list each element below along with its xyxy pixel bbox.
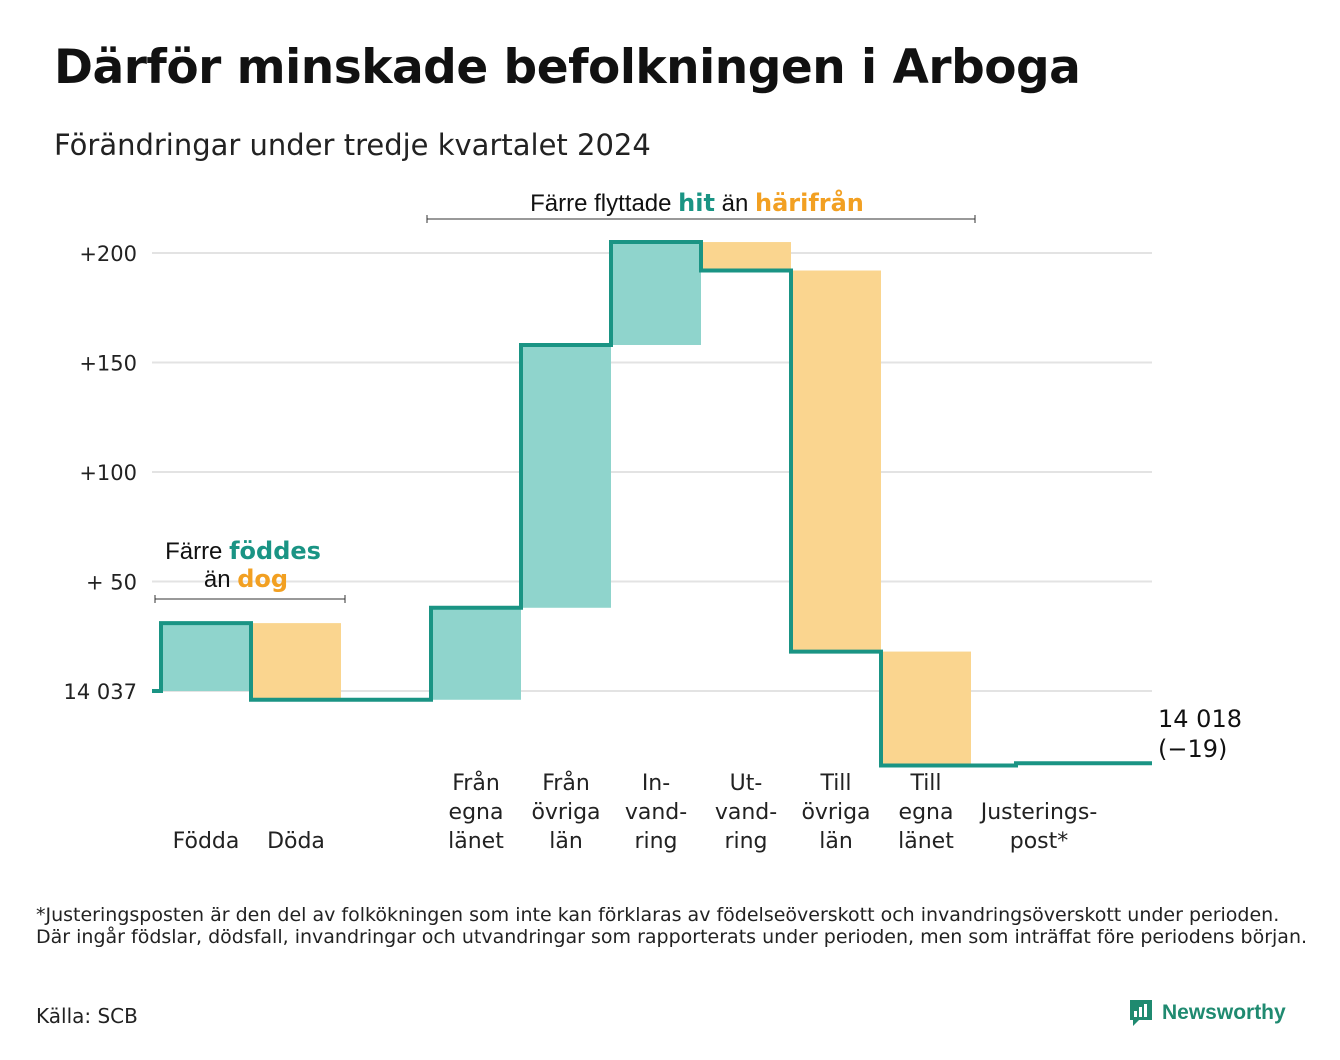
- migration-annotation-prefix: Färre flyttade: [530, 190, 678, 217]
- y-axis-ticks: 14 037 + 50 +100 +150 +200: [64, 242, 137, 704]
- y-tick-label: + 50: [86, 571, 137, 595]
- y-tick-label: +150: [79, 352, 137, 376]
- births-annotation-word-out: dog: [237, 565, 288, 593]
- migration-annotation-text: Färre flyttade hit än härifrån: [530, 188, 864, 217]
- bar-från-egna-länet: [431, 607, 521, 700]
- migration-annotation-than: än: [715, 190, 755, 217]
- category-label: In-vand-ring: [625, 771, 687, 854]
- category-label: Justerings-post*: [979, 800, 1098, 854]
- source-label: Källa: SCB: [36, 1004, 138, 1028]
- bar-ut-vand-ring: [701, 242, 791, 271]
- births-annotation-prefix: Färre: [165, 538, 229, 565]
- bars: [161, 242, 971, 766]
- bar-in-vand-ring: [611, 242, 701, 345]
- category-label: Döda: [267, 829, 325, 854]
- chart-title: Därför minskade befolkningen i Arboga: [54, 40, 1081, 95]
- bar-till-övriga-län: [791, 270, 881, 652]
- category-label: Till övriga län: [801, 771, 870, 854]
- bar-födda: [161, 623, 251, 691]
- category-label: Från egna länet: [448, 770, 504, 854]
- migration-annotation: Färre flyttade hit än härifrån: [426, 188, 976, 223]
- bar-döda: [251, 623, 341, 700]
- bar-från-övriga-län: [521, 344, 611, 608]
- births-annotation: Färre föddes än dog: [154, 537, 346, 603]
- brand: Newsworthy: [1128, 998, 1286, 1028]
- births-annotation-than: än: [204, 566, 237, 593]
- brand-name: Newsworthy: [1162, 1001, 1286, 1024]
- bar-till-egna-länet: [881, 651, 971, 766]
- y-tick-label: +200: [79, 242, 137, 266]
- births-annotation-word-in: föddes: [229, 537, 321, 565]
- footnote: *Justeringsposten är den del av folkökni…: [36, 904, 1308, 948]
- migration-bracket: [426, 215, 976, 223]
- category-label: Från övriga län: [531, 770, 600, 854]
- births-annotation-line1: Färre föddes: [165, 537, 321, 565]
- births-annotation-line2: än dog: [204, 565, 288, 593]
- y-tick-label: 14 037: [64, 680, 137, 704]
- migration-annotation-word-out: härifrån: [755, 188, 864, 217]
- end-value-label: 14 018: [1158, 705, 1242, 733]
- newsworthy-logo-icon: [1130, 1000, 1152, 1026]
- change-value-label: (−19): [1158, 735, 1227, 763]
- category-label: Till egna länet: [898, 771, 954, 854]
- chart-subtitle: Förändringar under tredje kvartalet 2024: [54, 128, 651, 162]
- category-labels: Födda Döda Från egna länet Från övriga län In-va…: [173, 770, 1098, 854]
- y-tick-label: +100: [79, 461, 137, 485]
- births-bracket: [154, 595, 346, 603]
- level-line: [152, 240, 1152, 768]
- category-label: Födda: [173, 829, 240, 854]
- waterfall-chart: 14 037 + 50 +100 +150 +200 Födda Döda Från egna…: [64, 188, 1242, 854]
- category-label: Ut-vand-ring: [715, 771, 777, 854]
- migration-annotation-word-in: hit: [678, 189, 715, 217]
- population-level-line: [152, 240, 1152, 768]
